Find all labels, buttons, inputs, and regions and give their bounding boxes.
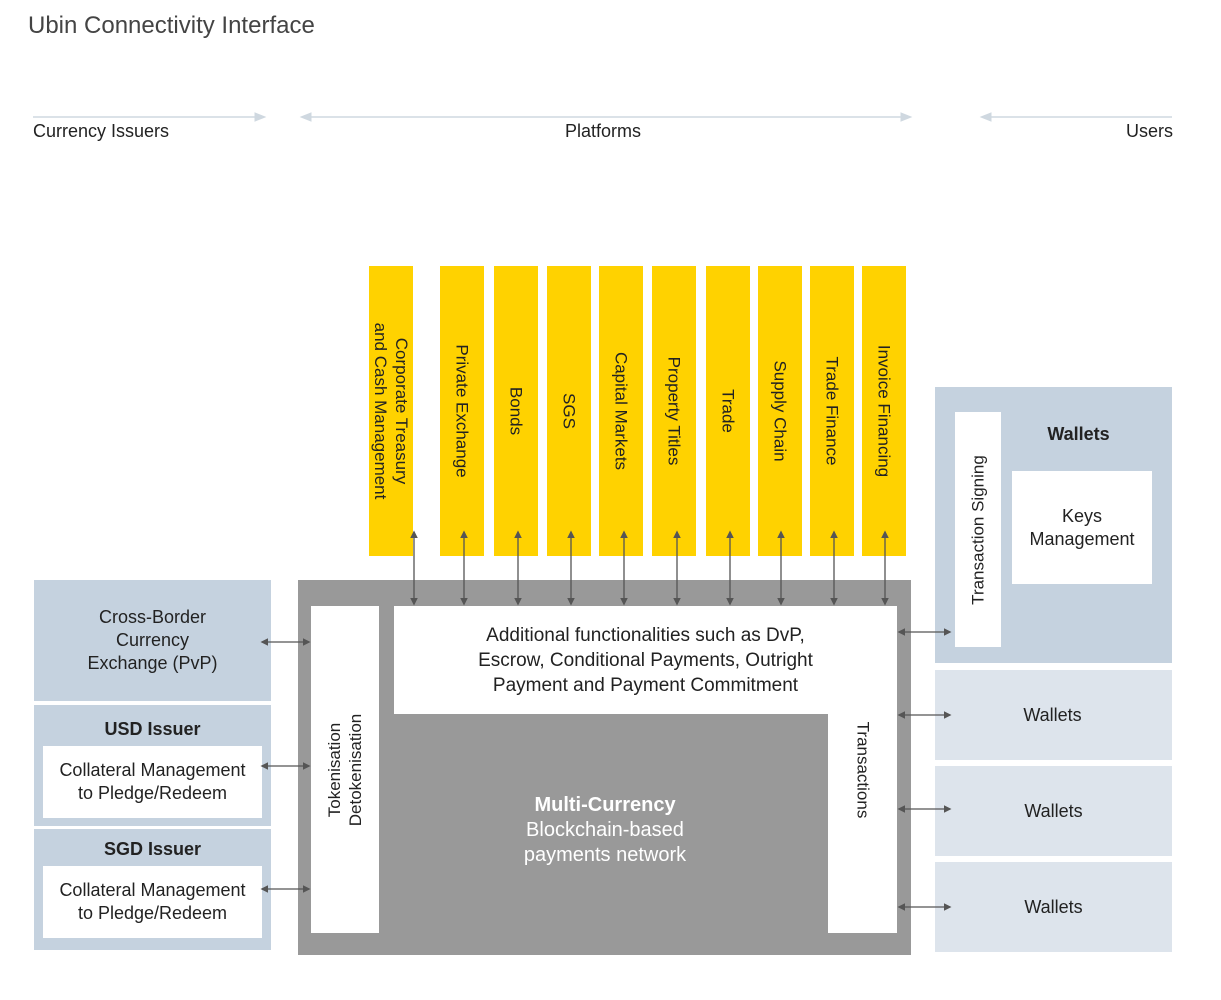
platform-corporate-treasury: Corporate Treasury and Cash Management [369, 266, 413, 556]
network-core-label: Multi-Currency Blockchain-based payments… [470, 790, 740, 870]
transaction-signing-panel: Transaction Signing [955, 412, 1001, 647]
usd-issuer-box: USD Issuer Collateral Management to Pled… [34, 705, 271, 826]
wallets-label: Wallets [1023, 704, 1082, 725]
platform-sgs: SGS [547, 266, 591, 556]
platform-invoice-financing: Invoice Financing [862, 266, 906, 556]
wallets-box-3: Wallets [935, 862, 1172, 952]
platform-bonds: Bonds [494, 266, 538, 556]
network-core-body: Blockchain-based payments network [523, 818, 687, 866]
wallets-main-box: Wallets Transaction Signing Keys Managem… [935, 387, 1172, 663]
cross-border-exchange-box: Cross-Border Currency Exchange (PvP) [34, 580, 271, 701]
transactions-panel: Transactions [828, 606, 897, 933]
additional-functionalities-box: Additional functionalities such as DvP, … [394, 606, 897, 714]
page-title: Ubin Connectivity Interface [28, 12, 315, 39]
header-platforms: Platforms [565, 121, 642, 141]
usd-collateral-label: Collateral Management to Pledge/Redeem [59, 760, 246, 803]
platform-trade-finance: Trade Finance [810, 266, 854, 556]
additional-functionalities-label: Additional functionalities such as DvP, … [478, 624, 813, 696]
header-users: Users [1126, 121, 1174, 141]
keys-management-label: Keys Management [1029, 505, 1135, 549]
sgd-issuer-box: SGD Issuer Collateral Management to Pled… [34, 829, 271, 950]
sgd-collateral-box: Collateral Management to Pledge/Redeem [43, 866, 262, 938]
network-core-title: Multi-Currency [534, 793, 676, 816]
wallets-label: Wallets [1024, 896, 1083, 917]
tokenisation-panel: Tokenisation Detokenisation [311, 606, 379, 933]
header-currency-issuers: Currency Issuers [33, 121, 170, 141]
platform-private-exchange: Private Exchange [440, 266, 484, 556]
sgd-collateral-label: Collateral Management to Pledge/Redeem [59, 880, 246, 923]
wallets-label: Wallets [1024, 800, 1083, 821]
wallets-box-2: Wallets [935, 766, 1172, 856]
wallets-main-title: Wallets [1047, 424, 1110, 444]
platform-supply-chain: Supply Chain [758, 266, 802, 556]
sgd-issuer-title: SGD Issuer [103, 839, 202, 859]
cross-border-exchange-label: Cross-Border Currency Exchange (PvP) [87, 607, 218, 673]
usd-issuer-title: USD Issuer [104, 719, 201, 739]
keys-management-box: Keys Management [1012, 471, 1152, 584]
platform-trade: Trade [706, 266, 750, 556]
wallets-box-1: Wallets [935, 670, 1172, 760]
platform-property-titles: Property Titles [652, 266, 696, 556]
platform-capital-markets: Capital Markets [599, 266, 643, 556]
usd-collateral-box: Collateral Management to Pledge/Redeem [43, 746, 262, 818]
